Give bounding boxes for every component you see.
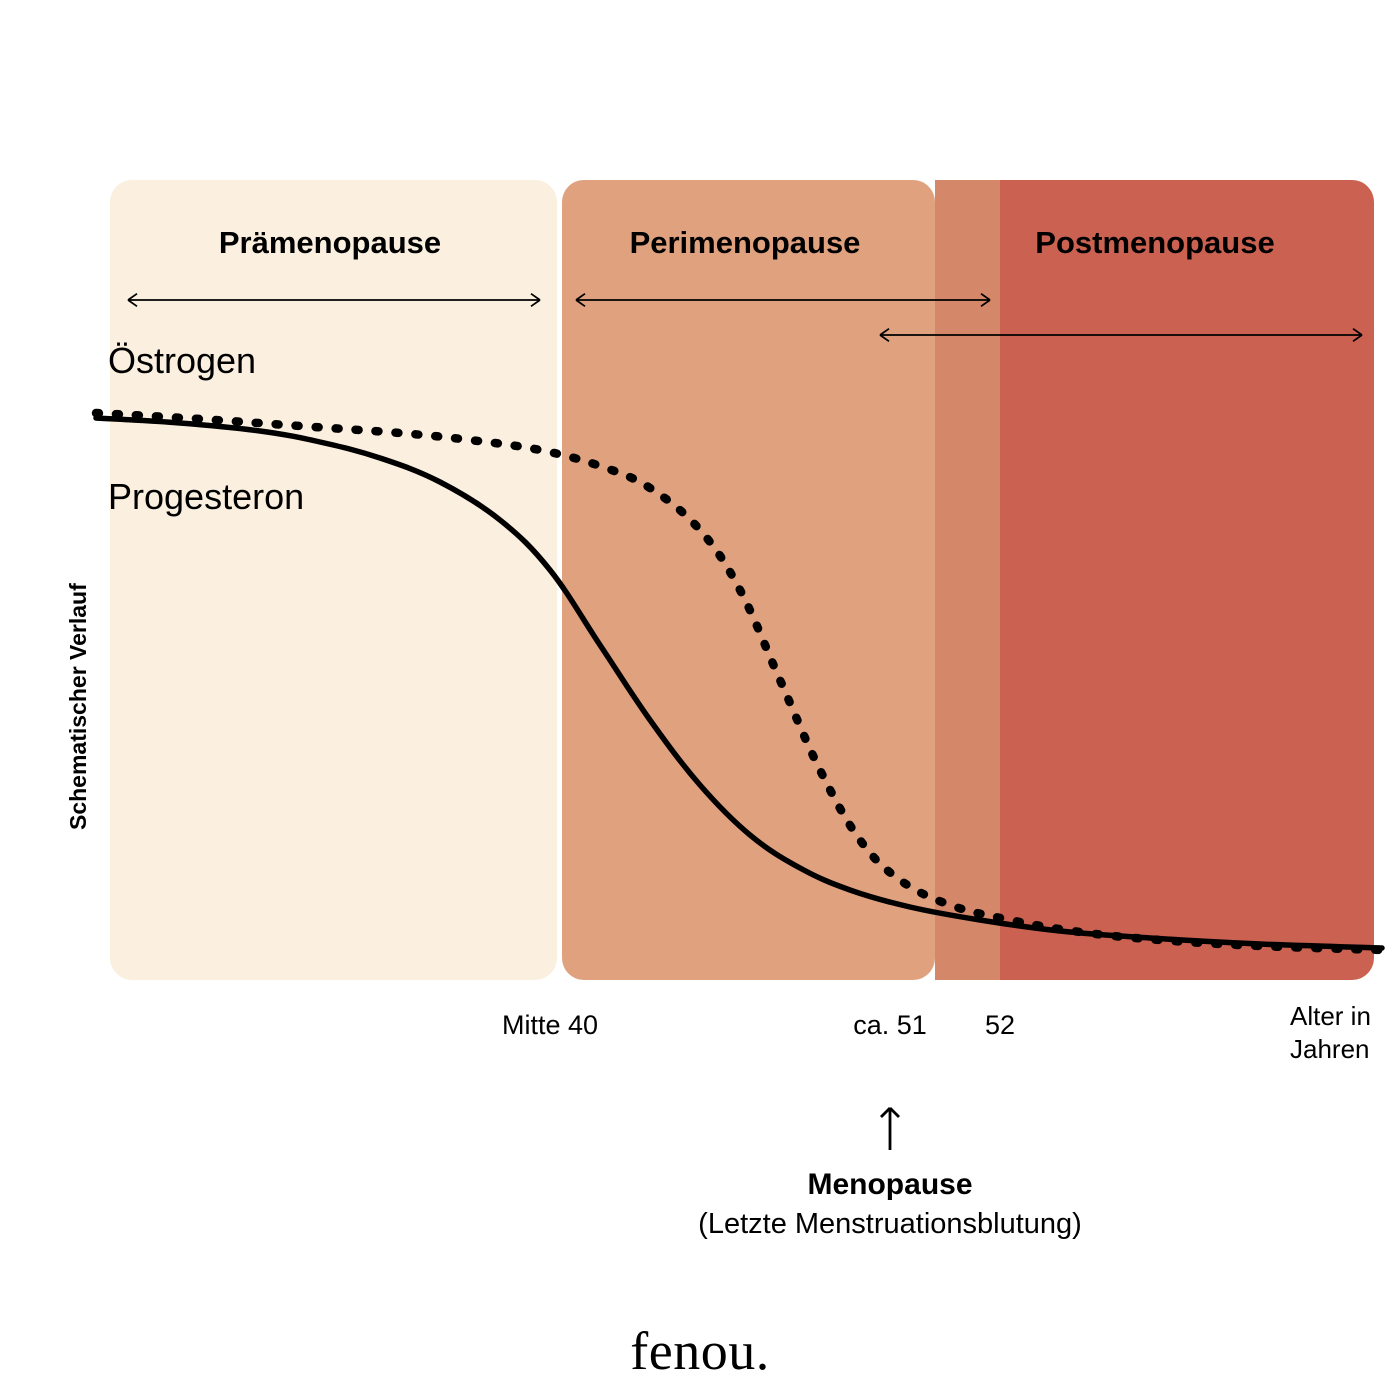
x-tick-mitte-40: Mitte 40	[460, 1010, 640, 1041]
phase-label-pramenopause: Prämenopause	[170, 225, 490, 261]
x-tick-52: 52	[910, 1010, 1090, 1041]
brand-logo: fenou.	[590, 1320, 810, 1382]
x-axis-label-line2: Jahren	[1290, 1034, 1370, 1064]
phase-label-perimenopause: Perimenopause	[585, 225, 905, 261]
phase-label-postmenopause: Postmenopause	[995, 225, 1315, 261]
annotation-subtitle: (Letzte Menstruationsblutung)	[630, 1208, 1150, 1241]
chart-stage: { "canvas": { "width": 1400, "height": 1…	[0, 0, 1400, 1400]
series-label-ostrogen: Östrogen	[108, 340, 256, 382]
y-axis-label: Schematischer Verlauf	[65, 583, 92, 830]
series-label-progesteron: Progesteron	[108, 476, 304, 518]
annotation-title: Menopause	[690, 1168, 1090, 1202]
x-axis-label-line1: Alter in	[1290, 1001, 1371, 1031]
x-axis-label: Alter in Jahren	[1290, 1000, 1371, 1065]
